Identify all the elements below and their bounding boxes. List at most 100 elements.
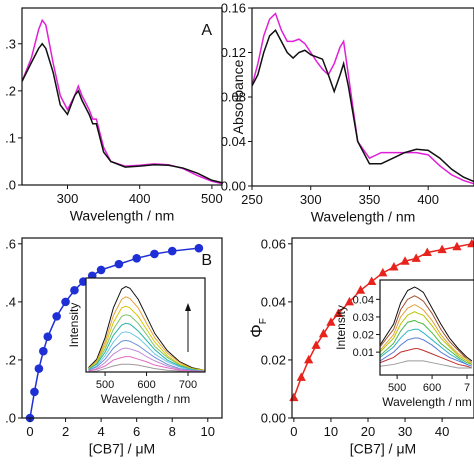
x-tick-label: 40 — [435, 424, 449, 439]
data-point — [289, 392, 299, 402]
plot-area — [22, 18, 222, 185]
x-tick-label: 500 — [201, 191, 223, 206]
x-tick-label: 7 — [464, 382, 470, 394]
y-axis-label-main: Intensity — [334, 305, 348, 350]
y-tick-label: 0.00 — [221, 179, 246, 194]
y-tick-label: 0.02 — [261, 353, 286, 368]
x-tick-label: 10 — [201, 424, 215, 439]
y-tick-label: .0 — [5, 178, 16, 193]
x-tick-label: 350 — [359, 192, 381, 207]
series-line — [88, 363, 205, 372]
y-axis-label-main: Intensity — [67, 303, 81, 348]
series-line — [380, 360, 472, 369]
data-point — [318, 328, 329, 338]
y-tick-label: .0 — [5, 411, 16, 426]
series-line — [252, 29, 474, 183]
arrow — [185, 303, 191, 352]
x-tick-label: 30 — [398, 424, 412, 439]
data-point — [132, 254, 141, 263]
series-line — [88, 305, 205, 371]
series-line — [88, 356, 205, 372]
y-axis-label: ΦF — [247, 318, 269, 338]
data-point — [52, 312, 61, 321]
data-point — [344, 296, 355, 306]
series-line — [380, 348, 473, 369]
y-axis-label-sub: F — [258, 318, 269, 324]
x-tick-label: 600 — [137, 379, 155, 391]
y-tick-label: 0.06 — [261, 236, 286, 251]
data-point — [411, 253, 421, 262]
series-line — [88, 331, 205, 372]
data-point — [43, 332, 53, 342]
data-point — [194, 243, 204, 253]
data-point — [378, 267, 388, 277]
y-tick-label: 0.08 — [221, 90, 246, 105]
data-point — [167, 246, 177, 256]
plot-area — [88, 285, 205, 372]
y-axis-label: Intensity — [334, 305, 348, 350]
series-line — [252, 12, 474, 185]
data-point — [304, 354, 314, 364]
data-point — [311, 340, 321, 349]
x-tick-label: 2 — [62, 424, 69, 439]
data-point — [452, 241, 462, 251]
y-tick-label: .4 — [5, 295, 16, 310]
x-tick-label: 6 — [133, 424, 140, 439]
x-tick-label: 400 — [417, 192, 439, 207]
x-axis-label: Wavelength / nm — [101, 392, 191, 406]
x-tick-label: 10 — [324, 424, 338, 439]
data-point — [30, 387, 39, 397]
y-tick-label: 0.02 — [353, 329, 374, 341]
x-tick-label: 400 — [129, 191, 151, 206]
x-axis-label: [CB7] / μM — [350, 440, 416, 456]
axes-frame — [379, 279, 474, 376]
axes-frame — [291, 237, 474, 419]
x-axis-label: Wavelength / nm — [382, 395, 472, 409]
x-tick-label: 0 — [290, 424, 297, 439]
y-tick-label: .2 — [5, 353, 16, 368]
y-axis-label-main: Absorbance — [230, 59, 246, 134]
plot-area — [29, 247, 199, 418]
y-tick-label: 0.04 — [221, 134, 246, 149]
x-tick-label: 500 — [388, 382, 406, 394]
data-point — [333, 308, 343, 317]
x-tick-label: 250 — [241, 192, 263, 207]
series-line — [380, 295, 473, 364]
series-line — [22, 42, 222, 184]
y-tick-label: 0.01 — [353, 347, 374, 359]
y-axis-label: Absorbance — [230, 59, 246, 134]
panel-label: B — [201, 252, 212, 269]
series-line — [380, 328, 473, 367]
y-tick-label: 0.16 — [221, 1, 246, 16]
data-point — [467, 238, 474, 248]
axes-frame — [21, 7, 223, 186]
x-tick-label: 300 — [300, 192, 322, 207]
panel-label: A — [201, 22, 212, 39]
y-tick-label: .2 — [5, 84, 16, 99]
x-tick-label: 500 — [96, 379, 114, 391]
data-point — [34, 364, 44, 373]
series-line — [88, 339, 205, 372]
data-point — [296, 372, 306, 381]
x-tick-label: 700 — [179, 379, 197, 391]
data-point — [61, 297, 70, 307]
y-tick-label: 0.04 — [261, 295, 286, 310]
axes-frame — [21, 237, 223, 419]
data-point — [150, 249, 159, 259]
data-point — [355, 285, 366, 294]
x-tick-label: 600 — [423, 382, 441, 394]
plot-area — [252, 12, 474, 185]
y-tick-label: 0.03 — [353, 312, 374, 324]
x-tick-label: 8 — [169, 424, 176, 439]
series-line — [380, 311, 473, 365]
series-line — [29, 247, 199, 418]
series-line — [380, 319, 473, 365]
series-line — [88, 347, 205, 372]
x-tick-label: 20 — [361, 424, 375, 439]
data-point — [96, 265, 106, 275]
x-tick-label: 300 — [57, 191, 79, 206]
x-axis-label: Wavelength / nm — [70, 207, 175, 223]
data-point — [70, 285, 79, 295]
data-point — [114, 259, 124, 269]
